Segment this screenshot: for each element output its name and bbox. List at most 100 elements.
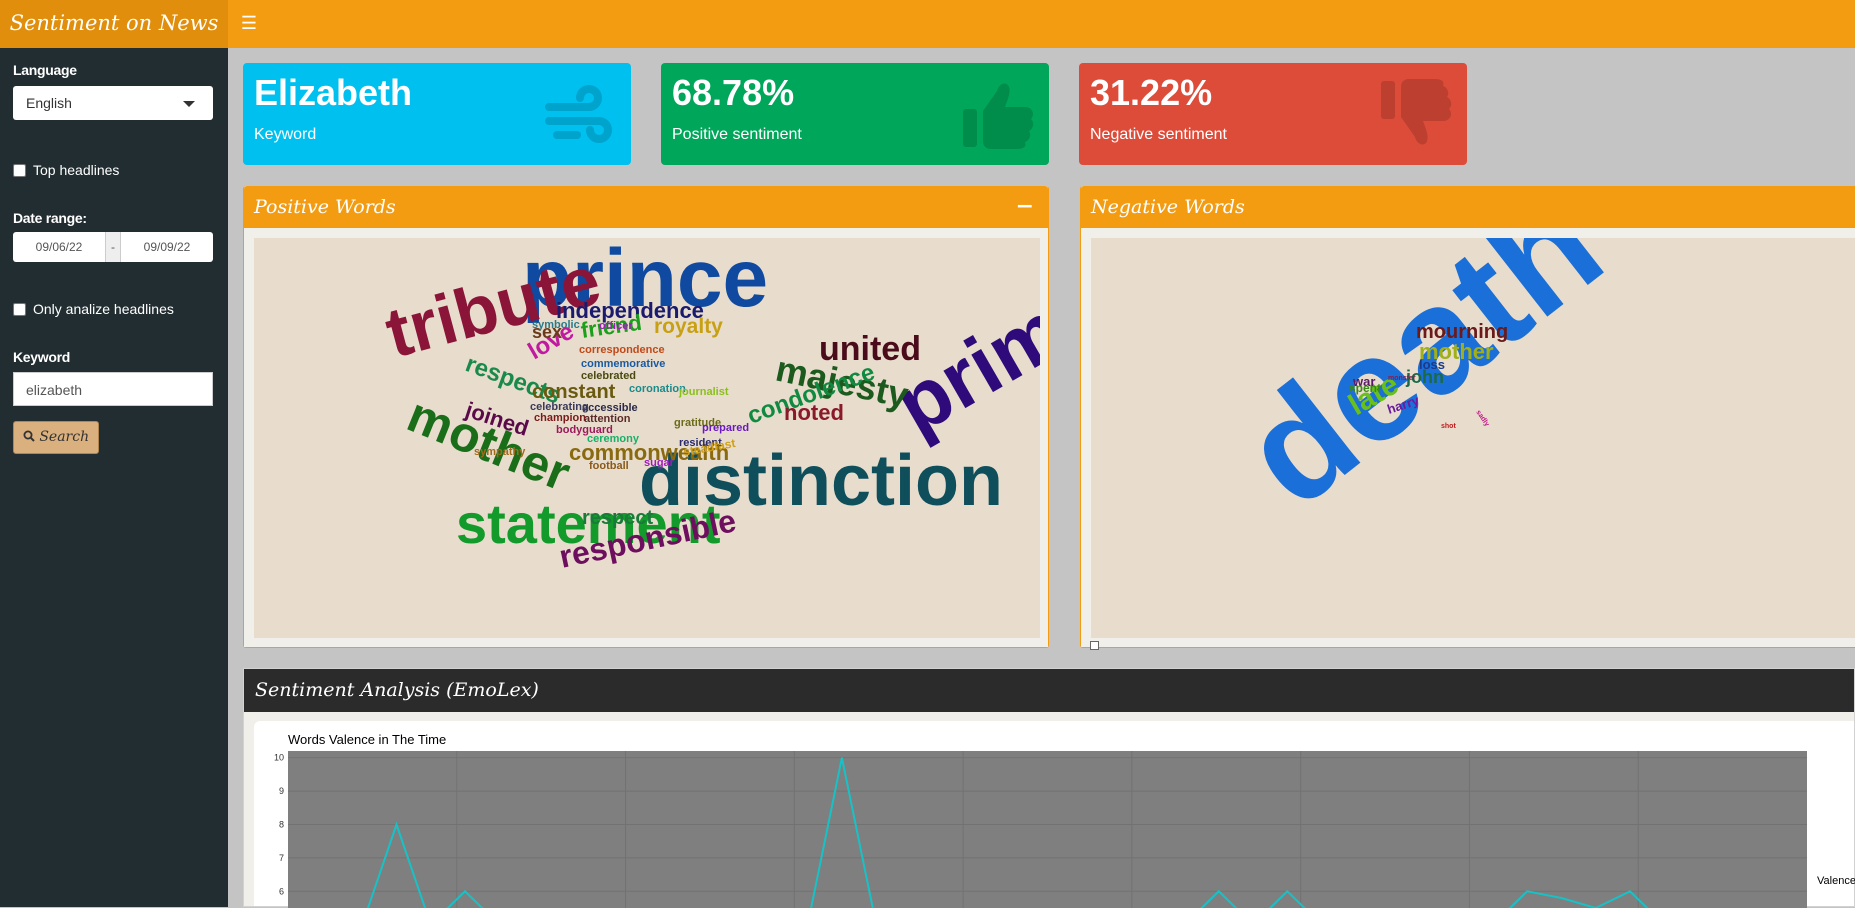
- positive-word: statement: [456, 492, 721, 555]
- negative-word: loss: [1419, 357, 1445, 372]
- language-value: English: [26, 95, 72, 111]
- resize-handle[interactable]: [1090, 641, 1099, 650]
- valence-chart: 10 9 8 7 6 Valence: [274, 751, 1855, 908]
- keyword-info-box: Elizabeth Keyword: [243, 63, 631, 165]
- date-range-label: Date range:: [13, 210, 87, 226]
- positive-word: respect: [582, 507, 653, 529]
- keyword-label: Keyword: [13, 349, 71, 365]
- negative-words-body: death mourning mother john late loss war spent h…: [1081, 228, 1855, 647]
- keyword-input[interactable]: elizabeth: [13, 372, 213, 406]
- negative-word: death: [1212, 238, 1631, 538]
- positive-word: celebrated: [581, 370, 636, 382]
- only-headlines-checkbox[interactable]: Only analize headlines: [13, 301, 174, 317]
- plot-area: [288, 751, 1807, 908]
- negative-word: john: [1405, 367, 1444, 387]
- negative-word: war: [1352, 374, 1375, 389]
- y-tick-label: 6: [279, 886, 284, 896]
- positive-word: officer: [599, 320, 633, 332]
- positive-word: prince: [522, 238, 768, 324]
- positive-word: champion: [534, 412, 586, 424]
- negative-words-panel: Negative Words death mourning mother john la…: [1080, 186, 1855, 648]
- checkbox-box[interactable]: [13, 163, 26, 177]
- positive-word: united: [819, 330, 921, 368]
- positive-word: accessible: [582, 402, 638, 414]
- positive-word: ceremony: [587, 433, 640, 445]
- y-tick-label: 8: [279, 819, 284, 829]
- only-headlines-label: Only analize headlines: [33, 301, 174, 317]
- positive-word: distinction: [639, 441, 1003, 521]
- negative-caption: Negative sentiment: [1090, 126, 1227, 143]
- chart-card: Words Valence in The Time 10 9 8 7 6 Valence: [254, 721, 1855, 908]
- sidebar: Language English Top headlines Date rang…: [0, 48, 228, 907]
- top-headlines-label: Top headlines: [33, 162, 120, 178]
- negative-word: shot: [1441, 423, 1456, 430]
- positive-word: royalty: [654, 315, 723, 338]
- search-button[interactable]: Search: [13, 421, 99, 454]
- positive-wordcloud-svg: princetributedistinctionprimestatementmo…: [378, 238, 1040, 575]
- negative-word: mother: [1419, 339, 1494, 364]
- keyword-value: Elizabeth: [254, 72, 413, 113]
- positive-word: bodyguard: [556, 424, 613, 436]
- search-icon: [23, 430, 35, 442]
- date-range-input[interactable]: 09/06/22 - 09/09/22: [13, 232, 213, 262]
- positive-words-panel: Positive Words − prince tribute distinctio…: [243, 186, 1049, 648]
- date-end-input[interactable]: 09/09/22: [143, 240, 191, 254]
- search-button-label: Search: [39, 429, 90, 445]
- positive-word: sympathy: [474, 446, 526, 458]
- positive-word: commonwealth: [569, 440, 729, 465]
- positive-word: coronation: [629, 383, 686, 395]
- thumbs-down-icon: [1381, 79, 1452, 145]
- positive-word: correspondence: [579, 344, 665, 356]
- negative-words-header: Negative Words: [1081, 186, 1855, 228]
- negative-info-box: 31.22% Negative sentiment: [1079, 63, 1467, 165]
- top-navbar: [0, 0, 1855, 48]
- negative-wordcloud-svg: deathmourningmotherjohnlatelosswarspenth…: [1212, 238, 1631, 538]
- positive-percent: 68.78%: [672, 72, 795, 113]
- checkbox-box[interactable]: [13, 302, 26, 316]
- language-label: Language: [13, 62, 77, 78]
- negative-word: spent: [1349, 381, 1381, 395]
- positive-word: symbolic: [532, 319, 580, 331]
- negative-word: monster: [1388, 375, 1416, 382]
- positive-word: journalist: [678, 386, 729, 398]
- positive-word: prepared: [702, 422, 749, 434]
- app-title[interactable]: Sentiment on News: [0, 0, 228, 48]
- menu-toggle-icon[interactable]: ☰: [240, 13, 258, 33]
- keyword-caption: Keyword: [254, 126, 317, 143]
- positive-wordcloud: prince tribute distinction prime statement mo…: [254, 238, 1040, 638]
- positive-word: commemorative: [581, 358, 665, 370]
- negative-word: mourning: [1416, 321, 1508, 343]
- positive-word: sex: [532, 322, 562, 342]
- y-tick-label: 7: [279, 853, 284, 863]
- chart-title: Words Valence in The Time: [288, 732, 447, 747]
- date-start-input[interactable]: 09/06/22: [35, 240, 83, 254]
- positive-word: independence: [556, 298, 704, 323]
- thumbs-up-icon: [963, 83, 1034, 149]
- chevron-down-icon: [183, 101, 195, 107]
- positive-word: sugar: [644, 457, 675, 469]
- top-headlines-checkbox[interactable]: Top headlines: [13, 162, 119, 178]
- collapse-button[interactable]: −: [1015, 193, 1034, 219]
- positive-word: attention: [584, 413, 631, 425]
- positive-info-box: 68.78% Positive sentiment: [661, 63, 1049, 165]
- positive-word: constant: [532, 381, 616, 403]
- negative-wordcloud: death mourning mother john late loss war spent h…: [1091, 238, 1855, 638]
- positive-word: celebrating: [530, 401, 589, 413]
- y-tick-label: 10: [274, 753, 284, 763]
- y-tick-label: 9: [279, 786, 284, 796]
- legend-label: Valence: [1817, 875, 1855, 887]
- sentiment-analysis-header: Sentiment Analysis (EmoLex): [244, 669, 1854, 712]
- positive-words-body: prince tribute distinction prime statement mo…: [244, 228, 1048, 647]
- wind-icon: [545, 85, 612, 143]
- positive-word: noted: [784, 400, 844, 425]
- negative-word: sadly: [1474, 409, 1490, 428]
- negative-percent: 31.22%: [1090, 72, 1213, 113]
- date-separator: -: [105, 232, 121, 262]
- positive-word: gratitude: [674, 417, 721, 429]
- positive-word: resident: [679, 437, 722, 449]
- sentiment-analysis-panel: Sentiment Analysis (EmoLex) Words Valenc…: [243, 668, 1855, 908]
- series-line-valence: [366, 757, 1649, 908]
- positive-caption: Positive sentiment: [672, 126, 802, 143]
- panel-title: Negative Words: [1091, 196, 1245, 218]
- language-select[interactable]: English: [13, 86, 213, 120]
